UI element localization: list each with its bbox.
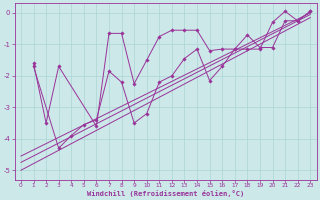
X-axis label: Windchill (Refroidissement éolien,°C): Windchill (Refroidissement éolien,°C) [87,190,244,197]
